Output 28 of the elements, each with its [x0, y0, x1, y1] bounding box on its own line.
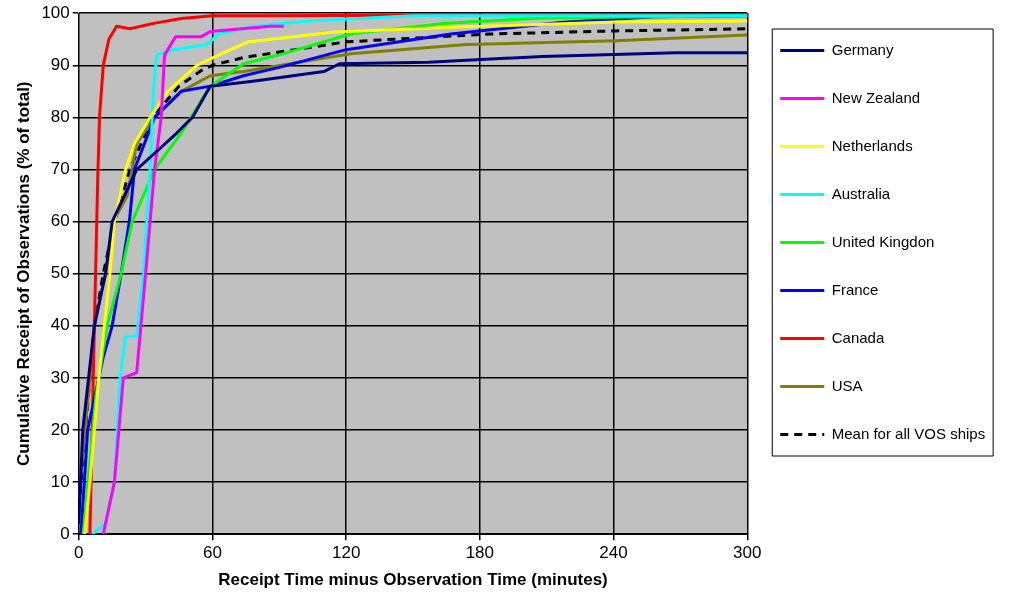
y-tick-label: 90: [50, 54, 70, 74]
y-tick-label: 50: [50, 263, 70, 283]
x-tick-label: 180: [465, 543, 495, 563]
y-tick-label: 60: [50, 211, 70, 231]
legend-label: Australia: [831, 184, 891, 202]
x-tick-label: 120: [331, 543, 361, 563]
legend-label: USA: [831, 376, 863, 394]
y-tick-label: 30: [50, 367, 70, 387]
y-tick-label: 80: [50, 107, 70, 127]
legend-label: Netherlands: [831, 136, 913, 154]
y-tick-label: 70: [50, 159, 70, 179]
y-tick-label: 0: [60, 523, 70, 543]
y-tick-label: 40: [50, 315, 70, 335]
legend-label: Mean for all VOS ships: [831, 424, 986, 442]
x-tick-label: 0: [74, 543, 84, 563]
legend-label: Germany: [831, 40, 894, 58]
y-tick-label: 100: [41, 2, 70, 22]
legend-label: France: [831, 280, 879, 298]
x-tick-label: 240: [599, 543, 628, 563]
y-tick-label: 20: [50, 419, 70, 439]
x-tick-label: 60: [203, 543, 222, 563]
legend-label: United Kingdon: [831, 232, 935, 250]
legend-label: New Zealand: [831, 88, 921, 106]
x-tick-label: 300: [733, 543, 762, 563]
y-tick-label: 10: [50, 471, 70, 491]
x-axis-title: Receipt Time minus Observation Time (minutes): [218, 570, 608, 590]
y-axis-title: Cumulative Receipt of Observations (% of total): [13, 81, 33, 466]
legend-label: Canada: [831, 328, 885, 346]
